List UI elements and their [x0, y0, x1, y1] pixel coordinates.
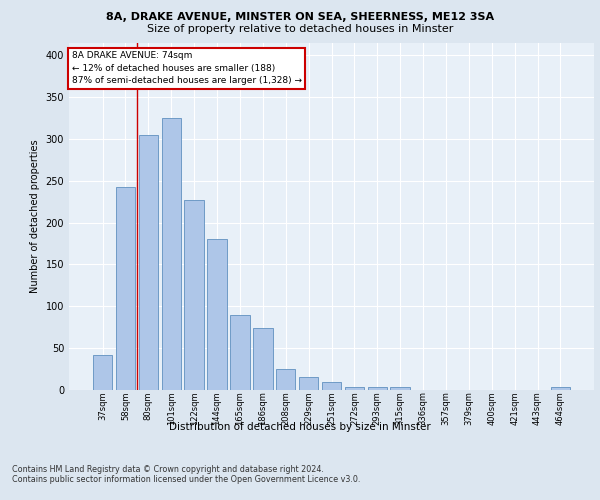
Bar	[391, 386, 410, 390]
Bar	[368, 386, 387, 390]
Text: Size of property relative to detached houses in Minster: Size of property relative to detached ho…	[147, 24, 453, 34]
Bar	[322, 382, 341, 390]
Bar	[276, 369, 295, 390]
Text: Contains HM Land Registry data © Crown copyright and database right 2024.
Contai: Contains HM Land Registry data © Crown c…	[12, 465, 361, 484]
Text: Distribution of detached houses by size in Minster: Distribution of detached houses by size …	[169, 422, 431, 432]
Bar	[344, 386, 364, 390]
Bar	[230, 314, 250, 390]
Bar	[139, 134, 158, 390]
Bar	[161, 118, 181, 390]
Y-axis label: Number of detached properties: Number of detached properties	[30, 140, 40, 293]
Bar	[116, 188, 135, 390]
Bar	[299, 378, 319, 390]
Text: 8A, DRAKE AVENUE, MINSTER ON SEA, SHEERNESS, ME12 3SA: 8A, DRAKE AVENUE, MINSTER ON SEA, SHEERN…	[106, 12, 494, 22]
Bar	[253, 328, 272, 390]
Bar	[208, 240, 227, 390]
Bar	[551, 386, 570, 390]
Bar	[184, 200, 204, 390]
Text: 8A DRAKE AVENUE: 74sqm
← 12% of detached houses are smaller (188)
87% of semi-de: 8A DRAKE AVENUE: 74sqm ← 12% of detached…	[71, 51, 302, 85]
Bar	[93, 355, 112, 390]
